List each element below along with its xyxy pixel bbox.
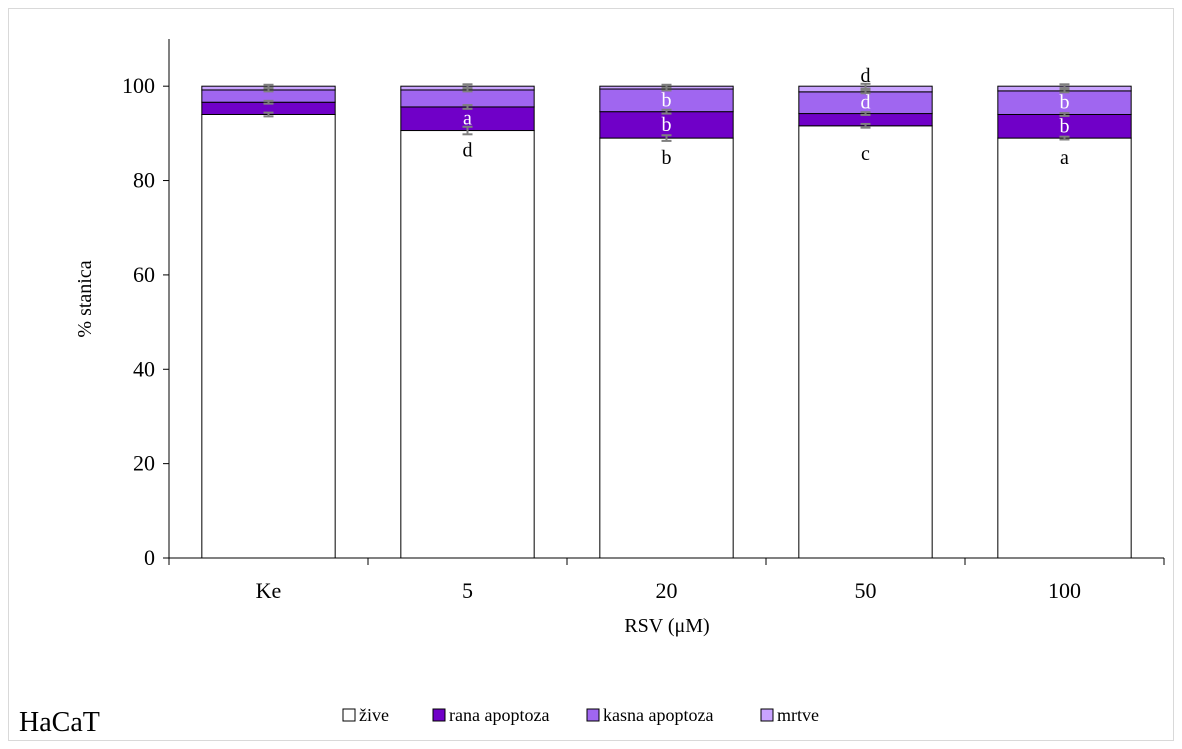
legend-item-žive: žive — [342, 705, 389, 725]
error-bar-mrtve-50 — [860, 82, 871, 90]
error-bars-layer — [263, 82, 1070, 142]
bar-segment-žive-5 — [400, 130, 535, 559]
error-bar-žive-5 — [462, 125, 473, 136]
significance-letter: c — [861, 143, 870, 165]
axes-layer — [168, 39, 1164, 559]
y-tick-label: 100 — [122, 73, 155, 98]
significance-letter: d — [463, 140, 473, 162]
legend-item-mrtve: mrtve — [760, 705, 819, 725]
legend-item-rana-apoptoza: rana apoptoza — [432, 705, 549, 725]
error-bar-rana-apoptoza-20 — [661, 108, 672, 115]
bar-segment-žive-50 — [798, 125, 933, 559]
legend-label: mrtve — [777, 705, 819, 725]
error-bar-rana-apoptoza-5 — [462, 104, 473, 110]
significance-letter: a — [463, 108, 472, 130]
y-tick-label: 0 — [144, 545, 155, 570]
y-tick-label: 20 — [133, 451, 155, 476]
error-bar-mrtve-20 — [661, 83, 672, 89]
y-tick-label: 60 — [133, 262, 155, 287]
error-bar-rana-apoptoza-100 — [1059, 112, 1070, 117]
bar-segment-žive-20 — [599, 137, 734, 559]
error-bar-žive-20 — [661, 134, 672, 142]
error-bar-kasna-apoptoza-50 — [860, 89, 871, 95]
x-tick-label: Ke — [256, 578, 282, 603]
x-axis-title: RSV (μM) — [624, 615, 709, 637]
y-tick-label: 40 — [133, 356, 155, 381]
significance-letter: b — [1060, 92, 1070, 114]
panel-label: HaCaT — [19, 707, 100, 738]
significance-letter: d — [861, 65, 871, 87]
x-tick-label: 100 — [1048, 578, 1081, 603]
significance-letter: a — [1060, 147, 1069, 169]
error-bar-rana-apoptoza-50 — [860, 111, 871, 116]
y-tick-label: 80 — [133, 168, 155, 193]
legend-swatch — [586, 708, 600, 722]
legend-swatch — [342, 708, 356, 722]
legend-swatch — [432, 708, 446, 722]
error-bar-mrtve-5 — [462, 83, 473, 90]
y-ticks-layer: 0 20 40 60 80 100 — [122, 73, 169, 570]
legend-item-kasna-apoptoza: kasna apoptoza — [586, 705, 713, 725]
legend-label: žive — [359, 705, 389, 725]
x-tick-label: 20 — [656, 578, 678, 603]
y-axis-title: % stanica — [74, 260, 96, 337]
significance-letter: b — [662, 147, 672, 169]
x-ticks-layer: Ke 5 20 50 100 — [168, 558, 1165, 603]
significance-letter: b — [662, 114, 672, 136]
legend-label: rana apoptoza — [449, 705, 549, 725]
bar-segment-žive-100 — [997, 137, 1132, 559]
error-bar-kasna-apoptoza-100 — [1059, 88, 1070, 94]
error-bar-rana-apoptoza-Ke — [263, 99, 274, 105]
error-bar-žive-Ke — [263, 111, 274, 118]
bars-layer — [201, 85, 1132, 559]
x-tick-label: 50 — [855, 578, 877, 603]
error-bar-žive-50 — [860, 122, 871, 129]
legend: žive rana apoptoza kasna apoptoza mrtve — [342, 705, 819, 725]
x-tick-label: 5 — [462, 578, 473, 603]
significance-letter: d — [861, 92, 871, 114]
legend-label: kasna apoptoza — [603, 705, 713, 725]
bar-segment-žive-Ke — [201, 113, 336, 559]
error-bar-mrtve-100 — [1059, 83, 1070, 90]
legend-swatch — [760, 708, 774, 722]
significance-letter: b — [662, 89, 672, 111]
significance-letter: b — [1060, 115, 1070, 137]
error-bar-žive-100 — [1059, 135, 1070, 141]
bar-segment-rana-apoptoza-20 — [599, 111, 734, 139]
error-bar-mrtve-Ke — [263, 83, 274, 89]
